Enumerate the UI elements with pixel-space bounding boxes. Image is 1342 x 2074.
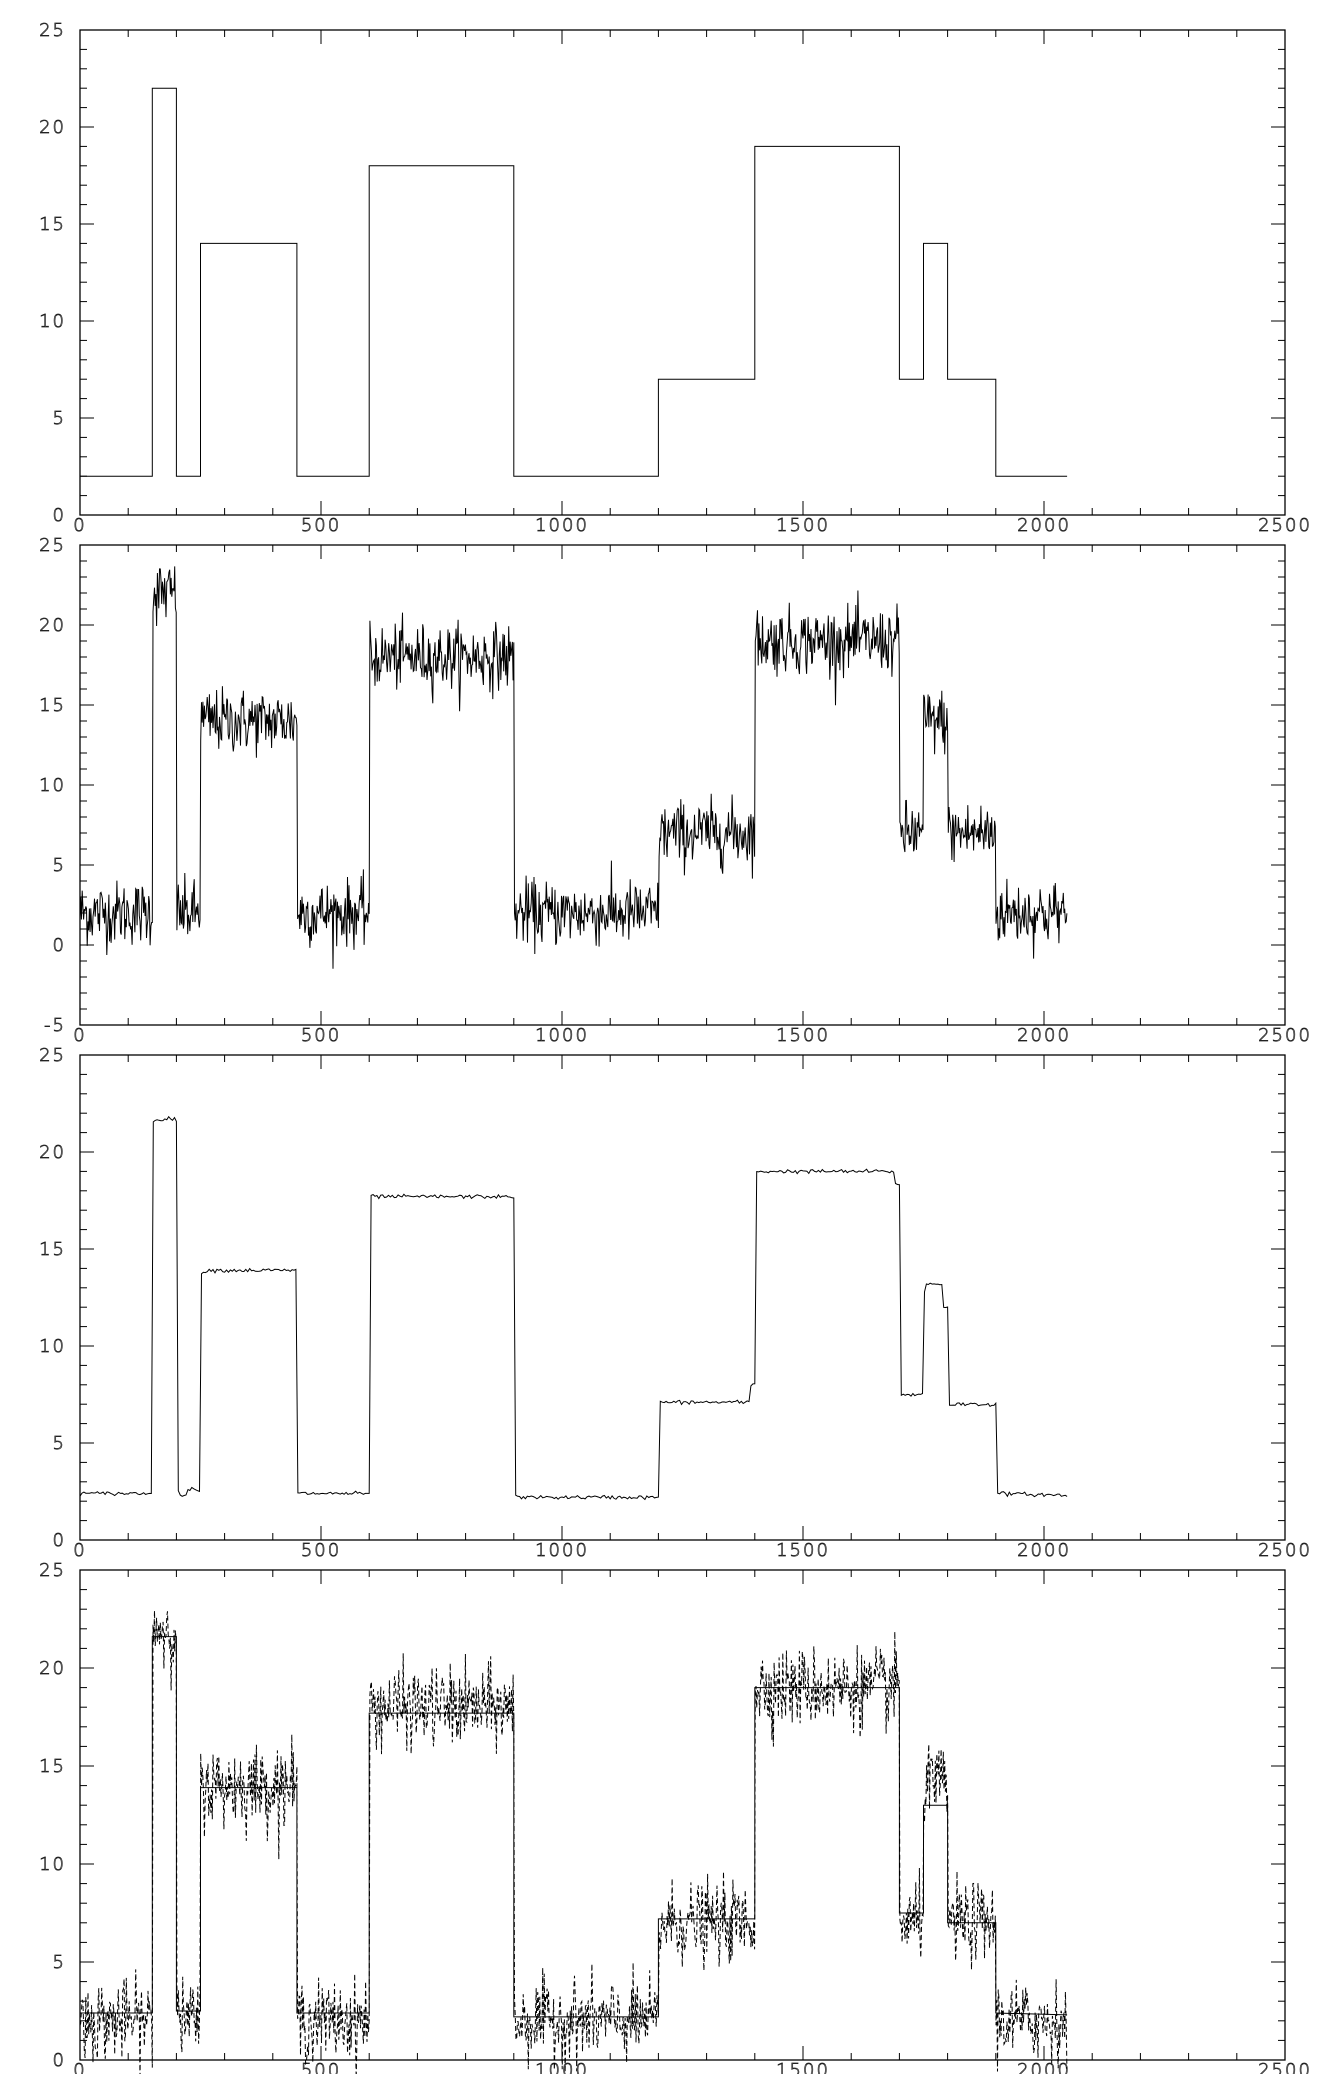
x-tick-label: 1500 [776, 515, 830, 536]
x-tick-label: 500 [301, 2060, 341, 2074]
x-tick-label: 0 [73, 2060, 86, 2074]
y-tick-label: 10 [39, 1336, 66, 1357]
y-tick-label: 25 [39, 1560, 66, 1581]
x-tick-label: 1500 [776, 1025, 830, 1046]
y-tick-label: -5 [44, 1015, 66, 1036]
y-tick-label: 10 [39, 775, 66, 796]
y-tick-label: 10 [39, 311, 66, 332]
y-tick-label: 15 [39, 1239, 66, 1260]
x-tick-label: 2500 [1258, 1540, 1312, 1561]
x-tick-label: 1500 [776, 2060, 830, 2074]
panel-1: 0 500 1000 1500 2000 2500 0 5 10 15 20 25 [39, 20, 1312, 537]
panel-3: 0 500 1000 1500 2000 2500 0 5 10 15 20 25 [39, 1045, 1312, 1562]
x-tick-label: 1500 [776, 1540, 830, 1561]
x-tick-label: 2000 [1017, 2060, 1071, 2074]
y-tick-label: 5 [53, 408, 66, 429]
y-tick-label: 20 [39, 615, 66, 636]
x-tick-label: 2500 [1258, 2060, 1312, 2074]
series-line [79, 1610, 1068, 2074]
x-tick-label: 2000 [1017, 1025, 1071, 1046]
y-tick-label: 0 [53, 935, 66, 956]
x-tick-label: 2000 [1017, 515, 1071, 536]
plot-frame [79, 29, 1286, 516]
y-tick-label: 0 [53, 505, 66, 526]
panel-4: 0 500 1000 1500 2000 2500 0 5 10 15 20 25 [39, 1560, 1312, 2074]
y-tick-label: 0 [53, 2050, 66, 2071]
x-tick-label: 1000 [535, 1025, 589, 1046]
plot-frame [79, 544, 1286, 1026]
y-tick-label: 5 [53, 1952, 66, 1973]
plot-frame [79, 1569, 1286, 2061]
x-tick-label: 500 [301, 515, 341, 536]
y-tick-label: 5 [53, 855, 66, 876]
y-tick-label: 0 [53, 1530, 66, 1551]
plot-frame [79, 1054, 1286, 1541]
panel-2: 0 500 1000 1500 2000 2500 -5 0 5 10 15 20 25 [39, 535, 1312, 1047]
y-tick-label: 5 [53, 1433, 66, 1454]
series-line [79, 1115, 1068, 1501]
series-line [80, 87, 1068, 477]
series-line [80, 1636, 1068, 2018]
x-tick-label: 0 [73, 515, 86, 536]
x-tick-label: 1000 [535, 1540, 589, 1561]
y-tick-label: 15 [39, 214, 66, 235]
y-tick-label: 15 [39, 695, 66, 716]
y-tick-label: 25 [39, 1045, 66, 1066]
x-tick-label: 0 [73, 1025, 86, 1046]
y-tick-label: 20 [39, 1142, 66, 1163]
y-tick-label: 10 [39, 1854, 66, 1875]
x-tick-label: 500 [301, 1025, 341, 1046]
y-tick-label: 20 [39, 117, 66, 138]
x-tick-label: 2500 [1258, 1025, 1312, 1046]
y-tick-label: 20 [39, 1658, 66, 1679]
series-line [79, 566, 1068, 969]
y-tick-label: 15 [39, 1756, 66, 1777]
x-tick-label: 0 [73, 1540, 86, 1561]
x-tick-label: 2000 [1017, 1540, 1071, 1561]
y-tick-label: 25 [39, 20, 66, 41]
x-tick-label: 500 [301, 1540, 341, 1561]
y-tick-label: 25 [39, 535, 66, 556]
x-tick-label: 1000 [535, 2060, 589, 2074]
x-tick-label: 1000 [535, 515, 589, 536]
x-tick-label: 2500 [1258, 515, 1312, 536]
